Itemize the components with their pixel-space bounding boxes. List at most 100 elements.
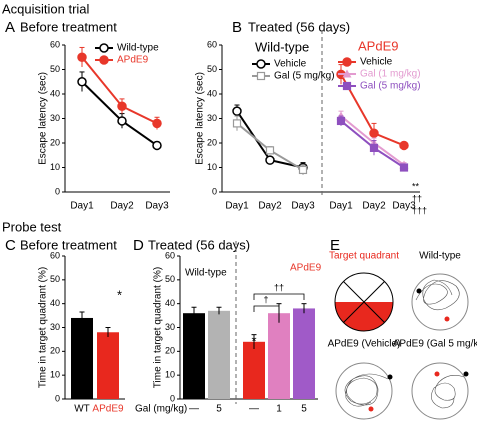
pool-label: Wild-type bbox=[419, 251, 461, 262]
start bbox=[387, 374, 393, 380]
y-tick-label: 50 bbox=[50, 64, 60, 74]
pool-label: APdE9 (Vehicle) bbox=[328, 339, 401, 350]
legend-label: APdE9 bbox=[117, 55, 149, 66]
x-tick-label: Day2 bbox=[110, 201, 134, 212]
y-tick-label: 50 bbox=[207, 64, 217, 74]
bar bbox=[293, 308, 315, 399]
chart-title: Before treatment bbox=[20, 237, 117, 252]
marker bbox=[265, 155, 275, 165]
target-label: Target quadrant bbox=[329, 251, 399, 262]
marker bbox=[77, 77, 87, 87]
y-tick-label: 10 bbox=[207, 162, 217, 172]
marker bbox=[399, 163, 409, 172]
y-tick-label: 20 bbox=[165, 346, 175, 356]
pool bbox=[411, 273, 469, 331]
x-tick-label: 5 bbox=[216, 404, 222, 415]
bar bbox=[97, 332, 119, 399]
y-tick-label: 60 bbox=[50, 39, 60, 49]
annotation: * bbox=[117, 287, 122, 302]
y-tick-label: 40 bbox=[165, 298, 175, 308]
x-tick-label: Day3 bbox=[291, 201, 315, 212]
bar bbox=[183, 313, 205, 399]
annotation: †† bbox=[274, 282, 284, 292]
legend-label: Gal (5 mg/kg) bbox=[274, 71, 335, 82]
marker bbox=[117, 116, 127, 126]
marker bbox=[298, 165, 308, 175]
y-axis-label: Time in target quadrant (%) bbox=[38, 267, 49, 388]
y-tick-label: 40 bbox=[207, 88, 217, 98]
panel-label: A bbox=[5, 19, 15, 36]
group-title: Wild-type bbox=[255, 39, 309, 54]
x-tick-label: 1 bbox=[276, 404, 282, 415]
marker bbox=[342, 81, 352, 91]
marker bbox=[256, 71, 266, 81]
annotation: † bbox=[263, 294, 268, 304]
marker bbox=[399, 140, 409, 151]
y-tick-label: 30 bbox=[165, 322, 175, 332]
x-tick-label: Day1 bbox=[329, 201, 353, 212]
legend-label: Gal (1 mg/kg) bbox=[360, 69, 421, 80]
y-tick-label: 0 bbox=[170, 393, 175, 403]
panel-label: B bbox=[232, 19, 242, 36]
bracket bbox=[253, 293, 305, 300]
x-axis-label: Gal (mg/kg) bbox=[135, 404, 187, 415]
y-tick-label: 60 bbox=[207, 39, 217, 49]
y-axis-label: Escape latency (sec) bbox=[38, 72, 49, 165]
marker bbox=[369, 128, 379, 138]
marker bbox=[152, 140, 162, 151]
pool bbox=[335, 362, 393, 420]
chart-title: Before treatment bbox=[20, 19, 117, 34]
marker bbox=[256, 59, 266, 69]
marker bbox=[369, 143, 379, 152]
annotation: ††† bbox=[412, 205, 427, 215]
group-title: APdE9 bbox=[290, 263, 322, 274]
x-tick-label: Day2 bbox=[362, 201, 386, 212]
x-tick-label: APdE9 bbox=[92, 404, 124, 415]
y-tick-label: 30 bbox=[207, 113, 217, 123]
start bbox=[416, 288, 422, 294]
pool bbox=[411, 362, 469, 420]
y-tick-label: 30 bbox=[50, 322, 60, 332]
marker bbox=[232, 119, 242, 128]
swim-path bbox=[431, 375, 465, 409]
marker bbox=[342, 69, 352, 78]
y-tick-label: 0 bbox=[55, 186, 60, 196]
annotation: †† bbox=[412, 193, 422, 203]
x-tick-label: — bbox=[189, 404, 199, 415]
group-title: Wild-type bbox=[185, 268, 227, 279]
marker bbox=[232, 106, 242, 116]
platform bbox=[368, 406, 374, 412]
y-tick-label: 60 bbox=[165, 250, 175, 260]
platform bbox=[444, 316, 450, 322]
marker bbox=[342, 57, 352, 67]
marker bbox=[77, 52, 87, 62]
y-tick-label: 10 bbox=[50, 162, 60, 172]
x-tick-label: Day2 bbox=[258, 201, 282, 212]
legend-label: Gal (5 mg/kg) bbox=[360, 81, 421, 92]
swim-path bbox=[415, 279, 460, 311]
marker bbox=[152, 118, 162, 129]
marker bbox=[265, 146, 275, 155]
bar bbox=[243, 341, 265, 399]
marker bbox=[117, 101, 127, 111]
x-tick-label: — bbox=[249, 404, 259, 415]
y-tick-label: 10 bbox=[165, 370, 175, 380]
y-tick-label: 0 bbox=[55, 393, 60, 403]
x-tick-label: WT bbox=[74, 404, 90, 415]
panel-label: C bbox=[5, 237, 16, 254]
group-title: APdE9 bbox=[358, 38, 398, 53]
panel-label: E bbox=[330, 237, 340, 254]
marker bbox=[336, 116, 346, 126]
y-tick-label: 40 bbox=[50, 88, 60, 98]
x-tick-label: Day1 bbox=[70, 201, 94, 212]
y-tick-label: 20 bbox=[50, 137, 60, 147]
legend-label: Wild-type bbox=[117, 43, 159, 54]
swim-path bbox=[344, 373, 389, 407]
chart-title: Treated (56 days) bbox=[148, 237, 250, 252]
target-quadrant bbox=[335, 302, 393, 331]
bar bbox=[208, 310, 230, 399]
pool bbox=[334, 272, 394, 332]
y-tick-label: 20 bbox=[207, 137, 217, 147]
bar bbox=[71, 317, 93, 399]
